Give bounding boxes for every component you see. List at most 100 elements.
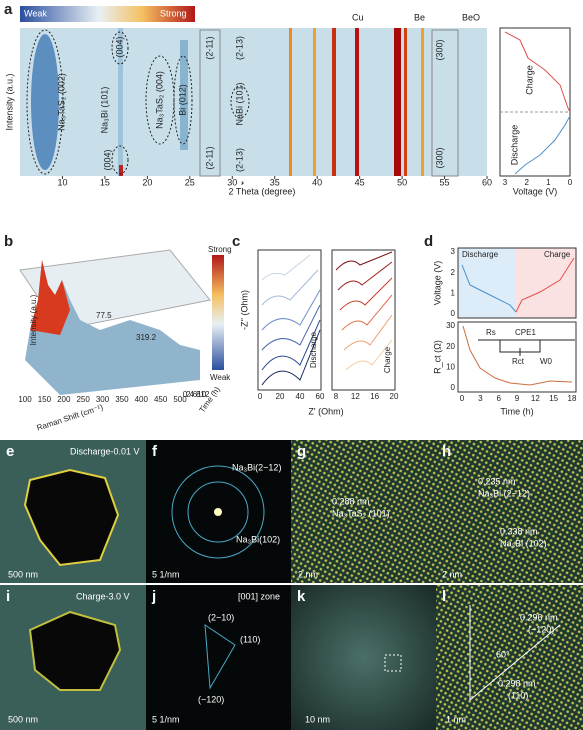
x-tick-label: 4 <box>189 390 194 399</box>
x-tick-label: 450 <box>154 395 168 404</box>
x-tick-label: 45 <box>355 177 365 187</box>
band <box>180 40 188 150</box>
plane: Na₃Bi (2−12) <box>478 488 530 498</box>
spot-triangle <box>204 624 236 690</box>
band <box>119 165 123 176</box>
x-label: Raman Shift (cm⁻¹) <box>36 403 105 433</box>
z-label: Intensity (a.u.) <box>29 294 38 345</box>
rct-curve <box>462 325 573 386</box>
panel-label: c <box>232 233 240 250</box>
spacing: 0.288 nm <box>332 496 370 506</box>
ring <box>171 465 265 559</box>
zone: [001] zone <box>238 591 280 601</box>
legend-entry: BeO <box>462 12 480 22</box>
image-g <box>291 440 436 583</box>
x-tick-label: 25 <box>185 177 195 187</box>
y-label: -Z'' (Ohm) <box>239 290 249 330</box>
spacing: 0.298 nm <box>498 678 536 688</box>
annotation: (2-13) <box>234 36 244 60</box>
curve-label: Discharge <box>509 125 519 166</box>
x-tick-label: 6 <box>193 390 198 399</box>
x-tick-label: 40 <box>296 392 305 401</box>
annotation: (004) <box>114 36 124 57</box>
x-tick-label: 2 <box>524 178 529 187</box>
scale-bar: 10 nm <box>305 714 330 724</box>
panel-d: d Discharge Charge Voltage (V) Rs CPE1 R… <box>424 233 577 416</box>
y-tick-label: 0 <box>451 383 456 392</box>
colorbar-label: Weak <box>24 8 47 18</box>
title: Discharge-0.01 V <box>70 446 140 456</box>
ring-label: Na₃Bi(2−12) <box>232 462 281 472</box>
x-tick-label: 100 <box>18 395 32 404</box>
frame <box>331 249 396 391</box>
scale-bar: 500 nm <box>8 569 38 579</box>
x-label: 2 Theta (degree) <box>229 186 296 196</box>
panel-label: g <box>297 443 306 460</box>
panel-label: i <box>6 588 10 605</box>
y-tick-label: 1 <box>451 288 456 297</box>
x-tick-label: 15 <box>100 177 110 187</box>
y-label: R_ct (Ω) <box>432 340 442 374</box>
x-tick-label: 0 <box>258 392 263 401</box>
panel-label: h <box>442 443 451 460</box>
band <box>118 28 123 176</box>
y-label: Intensity (a.u.) <box>4 73 14 130</box>
scale-bar: 5 1/nm <box>152 569 180 579</box>
x-tick-label: 12 <box>351 392 360 401</box>
title: Charge-3.0 V <box>76 591 130 601</box>
voltage-frame <box>499 27 571 177</box>
annotation: NaBi (101) <box>234 82 244 125</box>
discharge-curve <box>514 115 571 175</box>
x-tick-label: 12 <box>531 394 540 403</box>
plane: (−120) <box>528 624 554 634</box>
x-label: Z' (Ohm) <box>308 406 343 416</box>
plane: Na₃Bi (102) <box>500 538 547 548</box>
x-tick-label: 500 <box>173 395 187 404</box>
ring <box>187 481 249 543</box>
particle <box>23 468 120 567</box>
curve-label: Charge <box>524 65 534 95</box>
x-tick-label: 0 <box>568 178 573 187</box>
x-tick-label: 3 <box>478 394 483 403</box>
angle: 60° <box>496 649 510 659</box>
plane: (110) <box>508 690 528 700</box>
peak-label: 319.2 <box>136 333 157 342</box>
x-tick-label: 35 <box>270 177 280 187</box>
x-tick-label: 16 <box>370 392 379 401</box>
annotation: (2-11) <box>204 146 214 169</box>
legend-entry: Charge <box>544 250 571 259</box>
scale-bar: 500 nm <box>8 714 38 724</box>
annotation: Na₃TaS₂ (002) <box>56 73 66 131</box>
heatmap <box>20 28 487 176</box>
x-tick-label: 1 <box>546 178 551 187</box>
y-tick-label: 0 <box>451 309 456 318</box>
frame <box>457 247 577 319</box>
circuit-label: CPE1 <box>515 328 536 337</box>
annotation: Bi (012) <box>177 84 187 116</box>
x-label: Voltage (V) <box>513 186 558 196</box>
circuit-label: Rs <box>486 328 496 337</box>
x-tick-label: 0 <box>183 390 188 399</box>
x-tick-label: 300 <box>96 395 110 404</box>
circuit-label: W0 <box>540 357 553 366</box>
peak <box>30 260 70 335</box>
y-tick-label: 30 <box>446 321 455 330</box>
image-j <box>146 585 291 730</box>
ring-label: Na₃Bi(102) <box>236 534 280 544</box>
y-tick-label: 20 <box>446 342 455 351</box>
band <box>31 34 59 170</box>
x-label: Time (h) <box>500 406 533 416</box>
x-tick-label: 15 <box>549 394 558 403</box>
colorbar-label: Strong <box>160 8 187 18</box>
x-tick-label: 20 <box>390 392 399 401</box>
spacing: 0.296 nm <box>520 612 558 622</box>
legend-entry: Cu <box>352 12 364 22</box>
x-tick-label: 400 <box>135 395 149 404</box>
scale-bar: 2 nm <box>442 569 462 579</box>
x-tick-label: 20 <box>142 177 152 187</box>
image-k <box>291 585 436 730</box>
x-tick-label: 18 <box>568 394 577 403</box>
tem-grid: e Discharge-0.01 V 500 nm f Na₃Bi(2−12) … <box>0 440 583 730</box>
x-tick-label: 200 <box>57 395 71 404</box>
y-tick-label: 2 <box>451 268 456 277</box>
